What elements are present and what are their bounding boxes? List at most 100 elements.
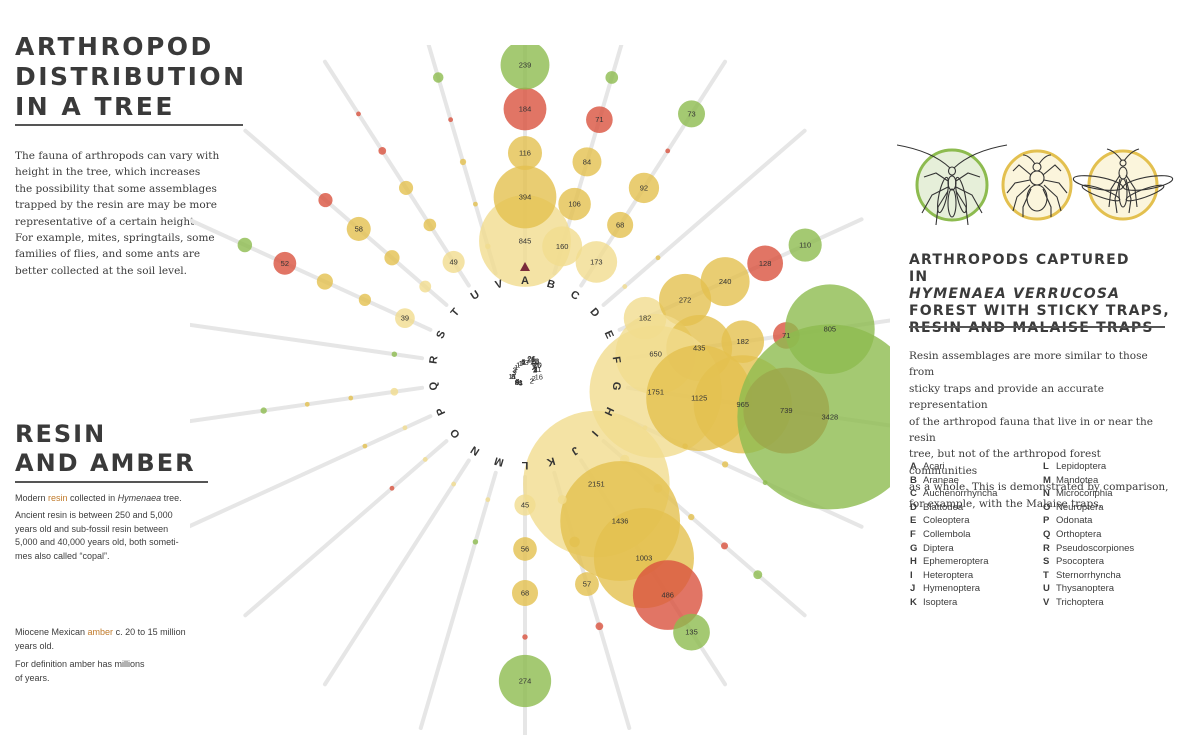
bubble-K-3 — [595, 622, 604, 631]
legend-key: J — [910, 583, 916, 595]
legend-item: R Pseudoscorpiones — [1043, 542, 1134, 556]
legend-item: G Diptera — [910, 542, 997, 556]
desc-line: tree, but not of the arthropod forest co… — [909, 448, 1101, 477]
page-title-line: ARTHROPOD — [15, 32, 214, 61]
value-label-G-0: 1751 — [647, 387, 664, 396]
spoke-N — [322, 458, 471, 687]
note-text: Modern — [15, 493, 49, 503]
value-label-J-3: 486 — [661, 591, 674, 600]
start-marker — [520, 262, 530, 271]
bubble-B-4 — [605, 71, 619, 84]
desc-line: of the arthropod fauna that live in or n… — [909, 415, 1153, 445]
intro-line: better collected at the soil level. — [15, 264, 187, 277]
spoke-Q — [190, 385, 425, 424]
value-label-S-4: 21 — [527, 355, 535, 364]
legend-item: P Odonata — [1043, 514, 1134, 528]
category-key-R: R — [427, 355, 440, 365]
legend-label: Collembola — [923, 528, 971, 540]
bubble-Q-0 — [390, 387, 399, 396]
page-title: ARTHROPOD DISTRIBUTION IN A TREE — [15, 32, 247, 122]
legend-label: Pseudoscorpiones — [1056, 542, 1135, 554]
bubble-R-0 — [391, 351, 398, 357]
intro-line: families of flies, and some ants are — [15, 248, 201, 261]
value-label-O-1: 1 — [516, 361, 520, 370]
legend-item: O Neuroptera — [1043, 501, 1134, 515]
genus-italic: Hymenaea — [117, 493, 162, 503]
value-label-C-2: 92 — [640, 183, 648, 192]
species-italic: HYMENAEA VERRUCOSA — [909, 286, 1121, 302]
intro-line: representative of a certain height. — [15, 215, 198, 228]
bubble-E-1 — [659, 273, 712, 326]
bubble-O-1 — [389, 485, 395, 491]
bubble-T-3 — [318, 193, 333, 208]
legend-label: Trichoptera — [1056, 596, 1104, 608]
bubble-Q-3 — [260, 407, 267, 414]
legend-item: I Heteroptera — [910, 569, 997, 583]
category-key-G: G — [610, 381, 623, 391]
intro-line: For example, mites, springtails, some — [15, 232, 215, 245]
right-title-line: RESIN AND MALAISE TRAPS — [909, 320, 1170, 337]
legend-item: U Thysanoptera — [1043, 582, 1134, 596]
resin-highlight: resin — [48, 493, 68, 503]
bubble-I-3 — [720, 542, 729, 550]
bubbles — [237, 45, 890, 708]
bubble-C-0 — [575, 241, 618, 283]
note-text: tree. — [161, 493, 182, 503]
legend-key: V — [1043, 596, 1050, 608]
value-label-T-1: 23 — [531, 357, 539, 366]
category-key-I: I — [589, 428, 600, 438]
value-label-P-0: 1 — [519, 359, 523, 368]
legend-key: G — [910, 542, 918, 554]
category-key-A: A — [521, 275, 529, 287]
legend-label: Thysanoptera — [1056, 583, 1115, 595]
bubble-L-4 — [498, 654, 552, 708]
value-label-H-2: 4 — [518, 379, 522, 388]
right-panel-description: Resin assemblages are more similar to th… — [909, 348, 1171, 512]
legend-key: K — [910, 596, 917, 608]
value-label-L-4: 274 — [519, 677, 532, 686]
category-key-O: O — [448, 426, 463, 441]
value-label-Q-1: 1 — [521, 358, 525, 367]
value-label-A-2: 116 — [519, 149, 531, 158]
value-label-T-3: 20 — [531, 357, 539, 366]
value-label-S-3: 52 — [281, 259, 289, 268]
legend-key: Q — [1043, 528, 1051, 540]
value-label-L-3: 3 — [512, 369, 516, 378]
value-label-K-0: 8 — [511, 372, 515, 381]
legend-key: F — [910, 528, 916, 540]
right-title-line: IN HYMENAEA VERRUCOSA — [909, 269, 1170, 303]
right-title-line: FOREST WITH STICKY TRAPS, — [909, 303, 1170, 320]
legend-key: E — [910, 515, 917, 527]
legend-item: C Auchenorrhyncha — [910, 487, 997, 501]
bubble-N-0 — [451, 481, 457, 487]
bubble-A-1 — [493, 165, 557, 229]
trap-icons — [897, 144, 1174, 226]
legend-item: J Hymenoptera — [910, 582, 997, 596]
bubble-C-2 — [628, 172, 660, 204]
bubble-K-1 — [569, 536, 580, 548]
value-label-I-0: 9 — [515, 378, 519, 387]
note-line: years old and sub-fossil resin between — [15, 523, 169, 534]
bubble-Q-1 — [348, 395, 354, 401]
bubble-J-4 — [673, 613, 710, 651]
legend-label: Sternorrhyncha — [1056, 569, 1121, 581]
malaise-trap-ring — [1087, 149, 1159, 221]
value-label-C-4: 73 — [687, 109, 695, 118]
bubble-S-1 — [358, 293, 372, 307]
value-label-F-3: 71 — [782, 331, 790, 340]
miocene-amber-note: Miocene Mexican amber c. 20 to 15 millio… — [15, 626, 205, 653]
legend-key: B — [910, 474, 917, 486]
category-key-B: B — [545, 278, 556, 292]
bubble-A-4 — [500, 45, 550, 90]
intro-line: trapped by the resin are may be more — [15, 199, 217, 212]
intro-line: height in the tree, which increases — [15, 166, 201, 179]
value-label-B-2: 84 — [583, 157, 591, 166]
legend-key: A — [910, 461, 917, 472]
legend-key: R — [1043, 542, 1050, 554]
bubble-P-1 — [362, 443, 368, 449]
legend-key: P — [1043, 515, 1050, 527]
category-legend-left: A Acari B Araneae C Auchenorrhyncha D Blattodea… — [910, 460, 997, 610]
legend-item: H Ephemeroptera — [910, 555, 997, 569]
legend-key: H — [910, 556, 917, 568]
intro-paragraph: The fauna of arthropods can vary with he… — [15, 148, 220, 279]
